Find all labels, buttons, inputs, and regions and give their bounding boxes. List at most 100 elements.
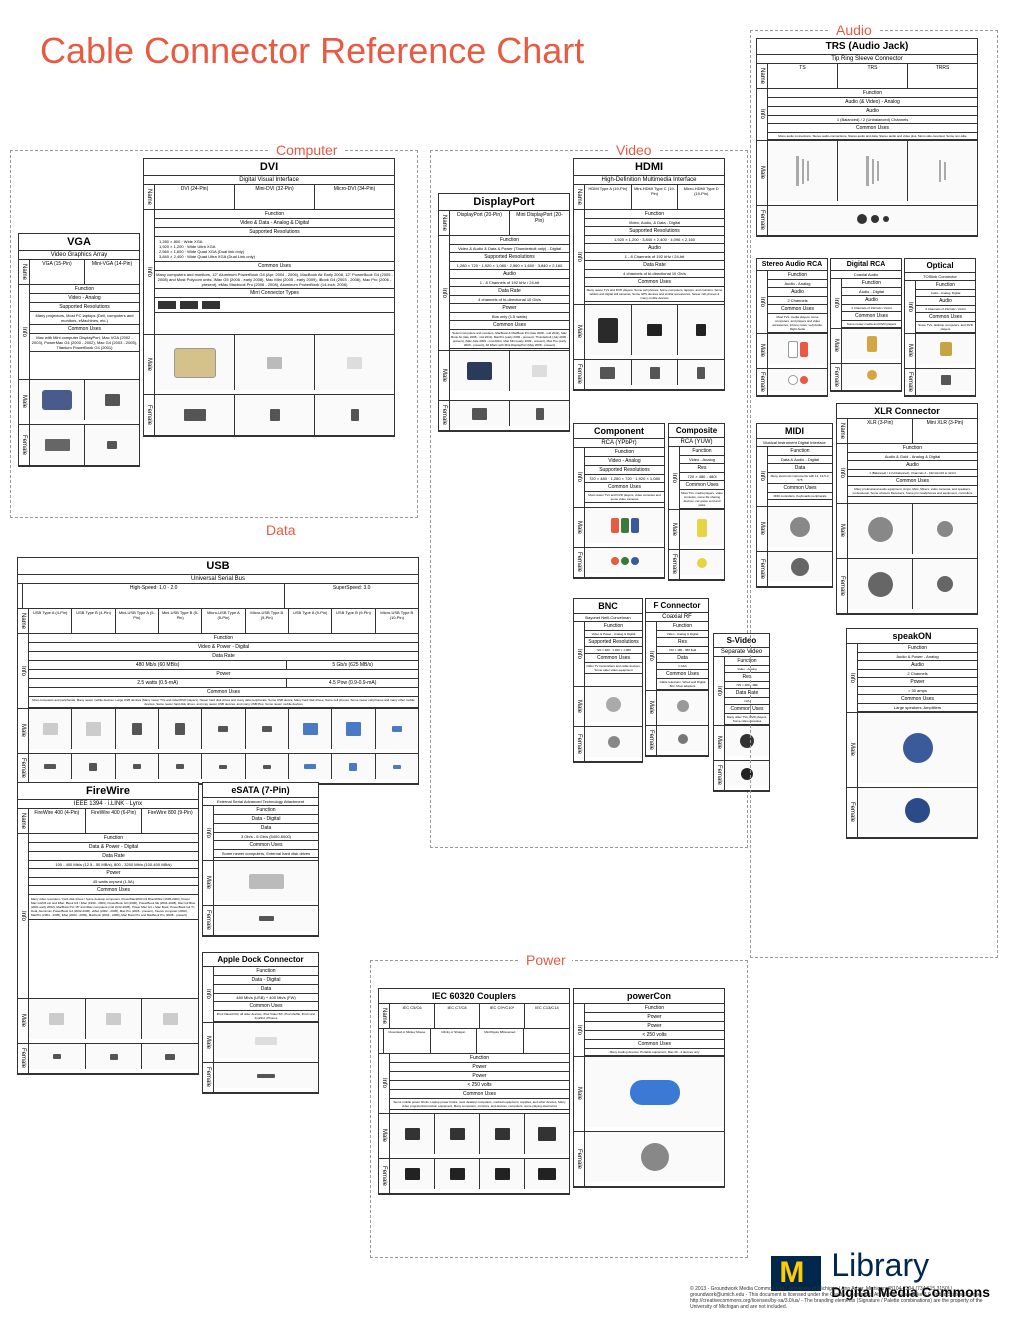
connector-icon: [270, 409, 280, 421]
trs-func: Audio (& Video) - Analog: [768, 98, 977, 107]
row-label-info: Info: [19, 285, 30, 379]
trs-male2: [838, 141, 908, 201]
usb-phs: 2.5 watts (0.5-mA): [29, 679, 287, 687]
usb-title: USB: [18, 558, 418, 575]
dvi-micro-female: [315, 395, 394, 435]
label: Common Uses: [768, 484, 832, 493]
spk-male: [858, 713, 977, 783]
comp-title: Component: [574, 424, 664, 439]
label: Power: [29, 869, 198, 878]
usb-c0: USB Type A (4-Pin): [29, 609, 72, 633]
connector-icon: [696, 324, 706, 336]
ap-female: [214, 1063, 318, 1088]
row-label: Male: [379, 1114, 390, 1158]
op-title: Optical: [905, 259, 975, 273]
f-sub: Coaxial RF: [646, 613, 708, 622]
card-component: Component RCA (YPbPr) Info Function Vide…: [573, 423, 665, 579]
comp-func: Video - Analog: [585, 457, 664, 466]
rca-orange-icon: [867, 336, 877, 352]
bnc-func: Video & Power - Analog & Digital: [585, 631, 642, 638]
dp-title: DisplayPort: [439, 194, 569, 211]
icon: [349, 763, 357, 771]
label: Common Uses: [155, 262, 394, 271]
row-label: Female: [203, 1063, 214, 1092]
dvi-male: [155, 335, 235, 390]
dvi-type-icon: [180, 301, 198, 309]
usb-c8: Micro-USB Type B (10-Pin): [376, 609, 418, 633]
trs-title: TRS (Audio Jack): [757, 39, 977, 55]
dr-ch: 2 Channels of 192 kHz / 24-bit: [842, 305, 901, 312]
comp-male: [585, 508, 664, 543]
spk-common: Large speakers, Amplifiers: [858, 704, 977, 712]
xlr-male: [848, 504, 913, 554]
sr-ch: 2 Channels: [768, 297, 827, 305]
dvi-title: DVI: [144, 159, 394, 176]
row-label: Female: [203, 906, 214, 935]
icon: [165, 1054, 175, 1060]
usb-f6: [289, 754, 332, 779]
icon: [257, 1074, 275, 1078]
row-label: Male: [144, 335, 155, 394]
card-firewire: FireWire IEEE 1394 · i.LINK · Lynx NameF…: [17, 782, 199, 1075]
vga-male-img: [30, 380, 85, 420]
iec-m2: [480, 1114, 525, 1154]
icon: [392, 726, 402, 732]
hdmi-mcf: [678, 360, 724, 385]
label: Function: [29, 834, 198, 843]
usb-m2: [116, 709, 159, 749]
label: Common Uses: [29, 886, 198, 895]
vga-title: VGA: [19, 234, 139, 251]
midi-sub: Musical Instrument Digital Interface: [757, 439, 832, 447]
usb-m6: [289, 709, 332, 749]
iec-s3: [524, 1029, 570, 1053]
label-common: Common Uses: [30, 325, 139, 334]
icon: [788, 375, 798, 385]
vga-mini-male: [85, 380, 139, 420]
icon: [43, 723, 58, 735]
fw-f2: [142, 1044, 198, 1069]
card-xlr: XLR Connector NameXLR (3-Pin)Mini XLR (3…: [836, 403, 978, 615]
sr-common: Most TVs, media players, some computers,…: [768, 314, 827, 333]
spk-func: Audio & Power - Analog: [858, 653, 977, 661]
row-label: Male: [574, 687, 585, 726]
vga-connector-icon: [42, 390, 72, 410]
hdmi-common: Many newer TVs and DVD players, Some cel…: [585, 287, 724, 302]
label: Common Uses: [29, 688, 418, 697]
fw-rate: 100 - 400 Mb/s (12.5 - 50 MB/s), 800 - 3…: [29, 861, 198, 869]
row-label: Male: [905, 334, 916, 368]
icon: [905, 798, 930, 823]
section-label-computer: Computer: [270, 142, 343, 158]
xlr-common: Many professional audio equipment, Amps,…: [848, 486, 977, 497]
iec-f3: [525, 1159, 569, 1189]
section-video: DisplayPort NameDisplayPort (20-Pin)Mini…: [430, 150, 748, 848]
op-female: [916, 369, 975, 391]
section-power: IEC 60320 Couplers NameIEC C5/C6IEC C7/C…: [370, 960, 748, 1258]
dvi-mini-male: [235, 335, 315, 390]
comp-female: [585, 548, 664, 573]
usb-f0: [29, 754, 72, 779]
usb-c7: USB Type B (9-Pin): [332, 609, 375, 633]
icon: [405, 1128, 420, 1140]
es-rate: 3 Gb/s - 6 Gb/s (5400-6000): [214, 833, 318, 841]
icon: [303, 723, 318, 735]
rca-red-icon: [800, 342, 808, 357]
usb-f5: [246, 754, 289, 779]
label: Common Uses: [680, 481, 724, 490]
cmp-res: 720 × 480 - 480i: [680, 473, 724, 481]
icon: [133, 764, 141, 769]
connector-icon: [600, 367, 615, 379]
label: Data Rate: [585, 261, 724, 270]
icon: [697, 558, 707, 568]
usb-pss: 4.5 Pow (0.9-0.9-mA): [287, 679, 418, 687]
midi-icon: [790, 517, 810, 537]
row-label: Female: [714, 761, 725, 790]
xlr-mini-male: [913, 504, 977, 554]
bnc-icon: [606, 697, 621, 712]
section-label-power: Power: [520, 952, 572, 968]
sr-male: [768, 334, 827, 364]
iec-title: IEC 60320 Couplers: [379, 989, 569, 1004]
row-label: Female: [669, 550, 680, 579]
dvi-connector-icon: [174, 348, 216, 378]
jack-icon: [939, 160, 941, 182]
icon: [631, 557, 639, 565]
